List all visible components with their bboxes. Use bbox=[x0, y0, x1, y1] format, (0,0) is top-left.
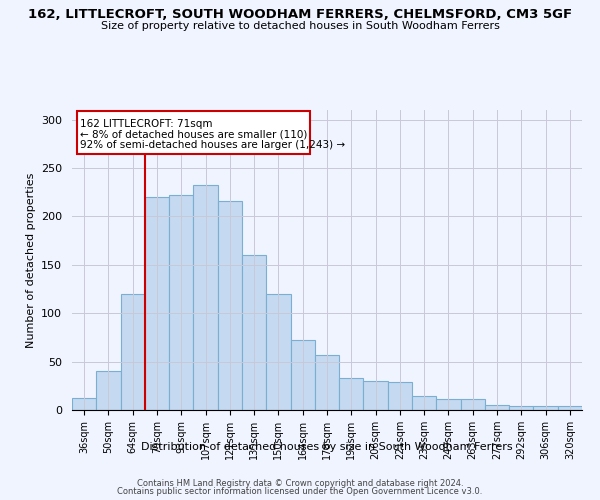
Text: Contains HM Land Registry data © Crown copyright and database right 2024.: Contains HM Land Registry data © Crown c… bbox=[137, 478, 463, 488]
Text: Size of property relative to detached houses in South Woodham Ferrers: Size of property relative to detached ho… bbox=[101, 21, 499, 31]
Bar bbox=[461, 400, 485, 410]
Bar bbox=[558, 406, 582, 410]
Text: 162, LITTLECROFT, SOUTH WOODHAM FERRERS, CHELMSFORD, CM3 5GF: 162, LITTLECROFT, SOUTH WOODHAM FERRERS,… bbox=[28, 8, 572, 20]
Bar bbox=[533, 406, 558, 410]
Bar bbox=[290, 340, 315, 410]
Text: 92% of semi-detached houses are larger (1,243) →: 92% of semi-detached houses are larger (… bbox=[80, 140, 346, 150]
Text: Distribution of detached houses by size in South Woodham Ferrers: Distribution of detached houses by size … bbox=[141, 442, 513, 452]
Bar bbox=[96, 372, 121, 410]
Bar bbox=[193, 186, 218, 410]
Bar bbox=[242, 255, 266, 410]
Bar bbox=[266, 294, 290, 410]
Bar bbox=[77, 111, 310, 154]
Y-axis label: Number of detached properties: Number of detached properties bbox=[26, 172, 35, 348]
Bar bbox=[485, 405, 509, 410]
Bar bbox=[145, 197, 169, 410]
Bar bbox=[412, 396, 436, 410]
Text: 162 LITTLECROFT: 71sqm: 162 LITTLECROFT: 71sqm bbox=[80, 118, 213, 128]
Bar bbox=[364, 381, 388, 410]
Text: ← 8% of detached houses are smaller (110): ← 8% of detached houses are smaller (110… bbox=[80, 130, 308, 140]
Bar bbox=[121, 294, 145, 410]
Bar bbox=[339, 378, 364, 410]
Bar bbox=[436, 400, 461, 410]
Text: Contains public sector information licensed under the Open Government Licence v3: Contains public sector information licen… bbox=[118, 487, 482, 496]
Bar bbox=[218, 201, 242, 410]
Bar bbox=[315, 355, 339, 410]
Bar bbox=[509, 406, 533, 410]
Bar bbox=[169, 195, 193, 410]
Bar bbox=[388, 382, 412, 410]
Bar bbox=[72, 398, 96, 410]
